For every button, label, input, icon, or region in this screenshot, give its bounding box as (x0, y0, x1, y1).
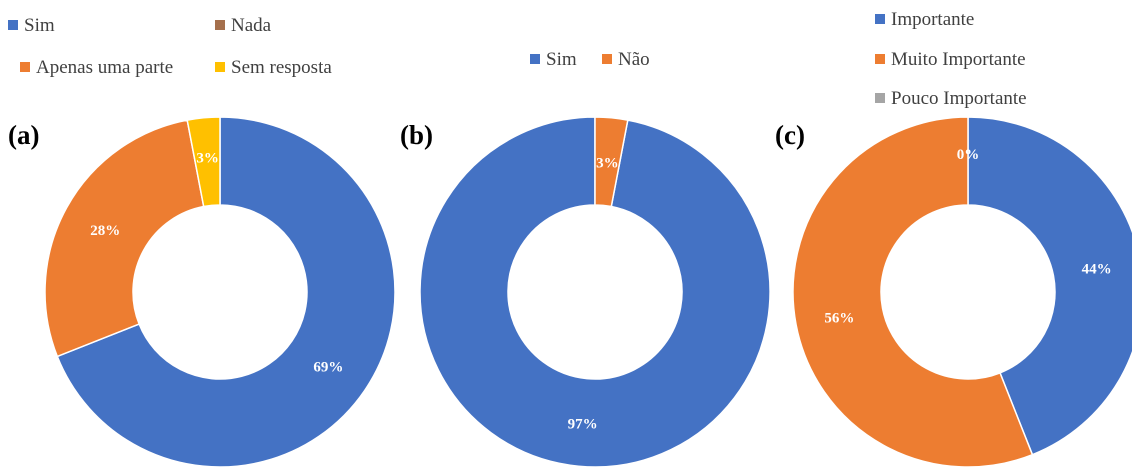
data-label: 0% (957, 147, 980, 163)
legend-swatch (875, 54, 885, 64)
legend-item-nada: Nada (215, 15, 271, 37)
donut-slice (594, 116, 629, 208)
legend-label: Muito Importante (891, 49, 1026, 70)
data-label: 44% (1082, 261, 1112, 277)
legend-label: Sem resposta (231, 57, 332, 78)
data-label: 56% (824, 311, 854, 327)
data-label: 3% (596, 156, 619, 172)
legend-label: Sim (546, 49, 577, 70)
legend-label: Nada (231, 15, 272, 36)
legend-label: Não (618, 49, 650, 70)
legend-item-nao: Não (602, 49, 650, 71)
legend-label: Apenas uma parte (36, 57, 174, 78)
donut-chart: 44% 56% 0% (792, 116, 1132, 468)
legend-item-apenas-uma-parte: Apenas uma parte (20, 57, 173, 79)
legend-item-sem-resposta: Sem resposta (215, 57, 332, 79)
legend-item-sim: Sim (530, 49, 577, 71)
donut-chart: 69%0%28%3% (44, 116, 396, 468)
donut-slice (419, 116, 771, 468)
legend-item-muito-importante: Muito Importante (875, 49, 1026, 71)
donut-chart: 97% 3% (419, 116, 771, 468)
legend-label: Pouco Importante (891, 88, 1027, 109)
legend-swatch (215, 62, 225, 72)
legend-swatch (875, 93, 885, 103)
data-label: 3% (196, 151, 219, 167)
donut-slice (56, 116, 396, 468)
legend-swatch (8, 20, 18, 30)
donut-slice (792, 116, 1034, 468)
legend-item-pouco-importante: Pouco Importante (875, 88, 1027, 110)
legend-swatch (602, 54, 612, 64)
legend-label: Sim (24, 15, 55, 36)
legend-label: Importante (891, 9, 975, 30)
donut-slice (44, 119, 205, 358)
legend-item-sim: Sim (8, 15, 55, 37)
donut-slice (967, 116, 1132, 456)
legend-item-importante: Importante (875, 9, 974, 31)
data-label: 69% (313, 360, 343, 376)
legend-swatch (20, 62, 30, 72)
donut-slice (186, 116, 221, 208)
legend-swatch (215, 20, 225, 30)
panel-label-c: (c) (775, 120, 805, 150)
legend-swatch (530, 54, 540, 64)
legend-swatch (875, 14, 885, 24)
panel-label-a: (a) (8, 120, 40, 150)
data-label: 28% (90, 223, 120, 239)
panel-label-b: (b) (400, 120, 433, 150)
data-label: 97% (568, 416, 598, 432)
